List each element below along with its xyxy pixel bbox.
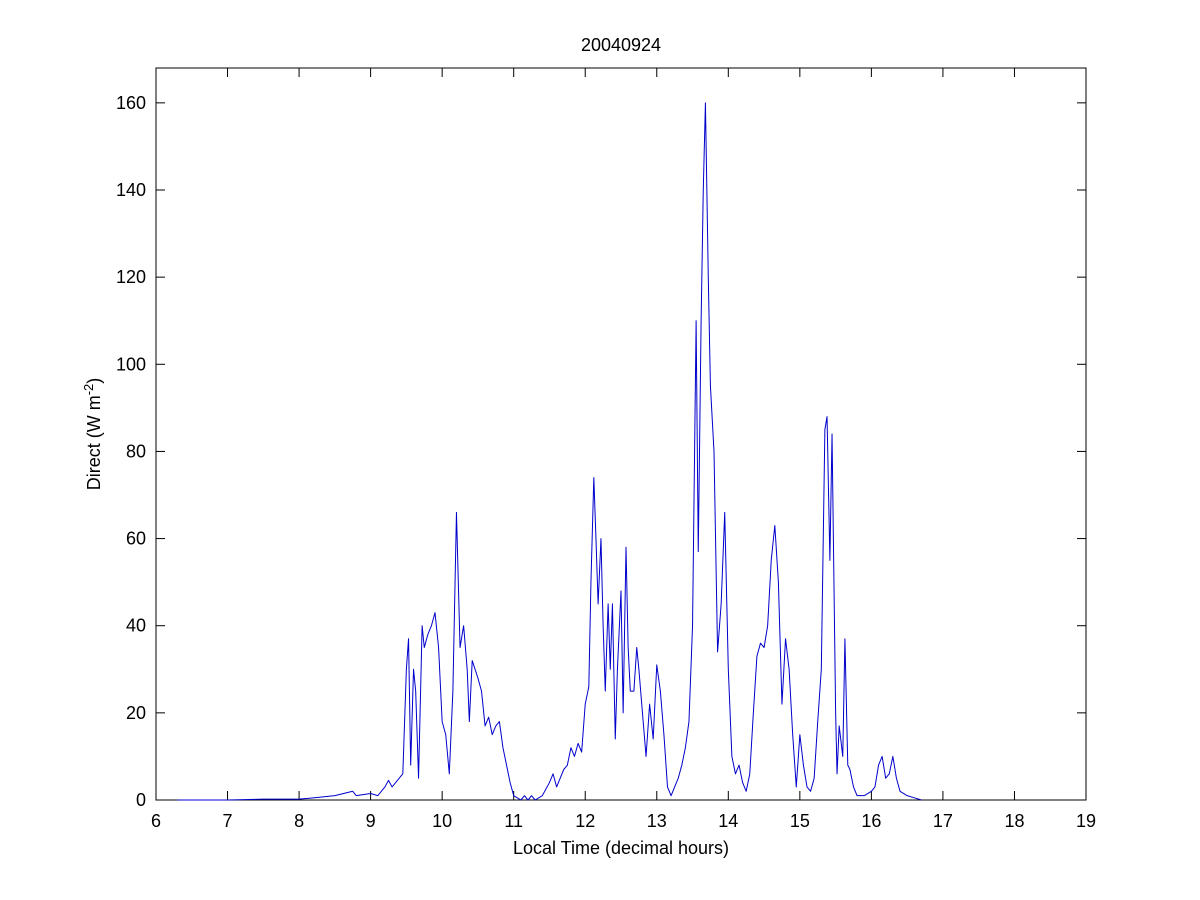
y-tick-label: 20	[126, 703, 146, 723]
y-tick-label: 80	[126, 441, 146, 461]
x-tick-label: 13	[647, 811, 667, 831]
x-tick-label: 15	[790, 811, 810, 831]
x-tick-label: 11	[504, 811, 523, 831]
x-tick-label: 9	[366, 811, 376, 831]
plot-area	[155, 67, 1087, 801]
x-tick-label: 12	[575, 811, 595, 831]
x-tick-label: 14	[718, 811, 738, 831]
x-tick-label: 6	[151, 811, 161, 831]
data-line	[177, 102, 922, 801]
y-axis-label-text: Direct (W m	[84, 395, 104, 490]
x-tick-label: 10	[432, 811, 452, 831]
x-axis-label: Local Time (decimal hours)	[513, 838, 729, 858]
x-tick-label: 8	[294, 811, 304, 831]
y-tick-label: 0	[136, 790, 146, 810]
x-tick-label: 17	[933, 811, 953, 831]
y-tick-label: 100	[116, 354, 146, 374]
y-tick-label: 160	[116, 93, 146, 113]
x-tick-label: 19	[1076, 811, 1096, 831]
y-tick-label: 40	[126, 616, 146, 636]
y-axis-label-superscript: -2	[81, 384, 96, 396]
y-tick-label: 140	[116, 180, 146, 200]
x-tick-label: 7	[223, 811, 233, 831]
x-tick-label: 18	[1004, 811, 1024, 831]
y-axis-label-end: )	[84, 378, 104, 384]
x-tick-label: 16	[861, 811, 881, 831]
y-axis-label: Direct (W m-2)	[81, 378, 104, 491]
y-tick-label: 60	[126, 529, 146, 549]
y-tick-label: 120	[116, 267, 146, 287]
chart-title: 20040924	[581, 35, 661, 55]
